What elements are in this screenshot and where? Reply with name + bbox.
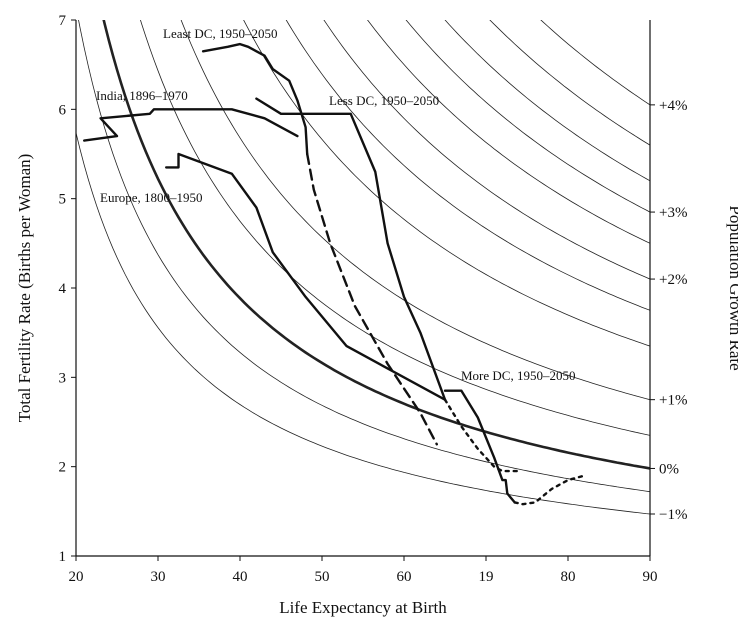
y-tick-label-6: 7 <box>59 13 67 29</box>
x-tick-label-1: 30 <box>151 569 166 585</box>
series-line-3 <box>306 152 438 446</box>
series-line-1 <box>164 152 447 401</box>
rate-label-5: +2% <box>659 272 687 288</box>
growth-rate-curve-1 <box>489 20 650 146</box>
annotation-more-dc: More DC, 1950–2050 <box>461 368 575 383</box>
rate-label-0: +4% <box>659 98 687 114</box>
rate-label-10: 0% <box>659 461 679 477</box>
x-tick-label-4: 60 <box>397 569 412 585</box>
x-tick-label-0: 20 <box>69 569 84 585</box>
growth-rate-curve-3 <box>405 20 650 213</box>
growth-rate-curve-5 <box>323 20 650 280</box>
growth-rate-curve-11 <box>78 20 650 493</box>
y-tick-label-3: 4 <box>59 281 67 297</box>
y-tick-label-0: 1 <box>59 549 67 565</box>
growth-rate-curves <box>76 20 650 515</box>
growth-rate-curve-10 <box>102 20 650 470</box>
x-tick-label-2: 40 <box>233 569 248 585</box>
rate-label-3: +3% <box>659 205 687 221</box>
y-tick-label-4: 5 <box>59 192 67 208</box>
rate-label-12: −1% <box>659 507 687 523</box>
annotation-india: India, 1896–1970 <box>96 88 188 103</box>
axes <box>71 19 655 561</box>
x-tick-label-7: 90 <box>643 569 658 585</box>
y-tick-label-2: 3 <box>59 370 67 386</box>
annotation-less-dc: Less DC, 1950–2050 <box>329 93 439 108</box>
rate-label-8: +1% <box>659 393 687 409</box>
y-tick-label-1: 2 <box>59 460 67 476</box>
tick-labels: 20 30 40 50 60 19 80 90 1 2 3 4 5 6 7 +4% +3% +2% +1% 0% −1% <box>59 13 688 585</box>
series-layer <box>82 42 586 506</box>
growth-rate-curve-2 <box>444 20 650 182</box>
series-line-2 <box>201 42 309 156</box>
series-line-4 <box>255 97 447 401</box>
right-axis-title: Population Growth Rate <box>726 205 738 370</box>
y-axis-title: Total Fertility Rate (Births per Woman) <box>15 154 34 423</box>
x-tick-label-5: 19 <box>479 569 494 585</box>
series-line-0 <box>82 108 299 142</box>
growth-rate-curve-7 <box>243 20 650 347</box>
annotation-least-dc: Least DC, 1950–2050 <box>163 26 277 41</box>
x-tick-label-3: 50 <box>315 569 330 585</box>
growth-rate-curve-8 <box>180 20 650 401</box>
x-tick-label-6: 80 <box>561 569 576 585</box>
x-axis-title: Life Expectancy at Birth <box>279 598 447 617</box>
growth-rate-curve-0 <box>540 20 650 106</box>
y-tick-label-5: 6 <box>59 102 67 118</box>
series-line-7 <box>513 474 586 506</box>
growth-rate-curve-9 <box>140 20 650 436</box>
growth-rate-curve-4 <box>367 20 650 244</box>
growth-rate-curve-12 <box>76 130 650 515</box>
series-line-5 <box>443 398 520 473</box>
growth-rate-curve-6 <box>285 20 650 311</box>
annotation-europe: Europe, 1800–1950 <box>100 190 203 205</box>
series-line-6 <box>443 389 516 504</box>
